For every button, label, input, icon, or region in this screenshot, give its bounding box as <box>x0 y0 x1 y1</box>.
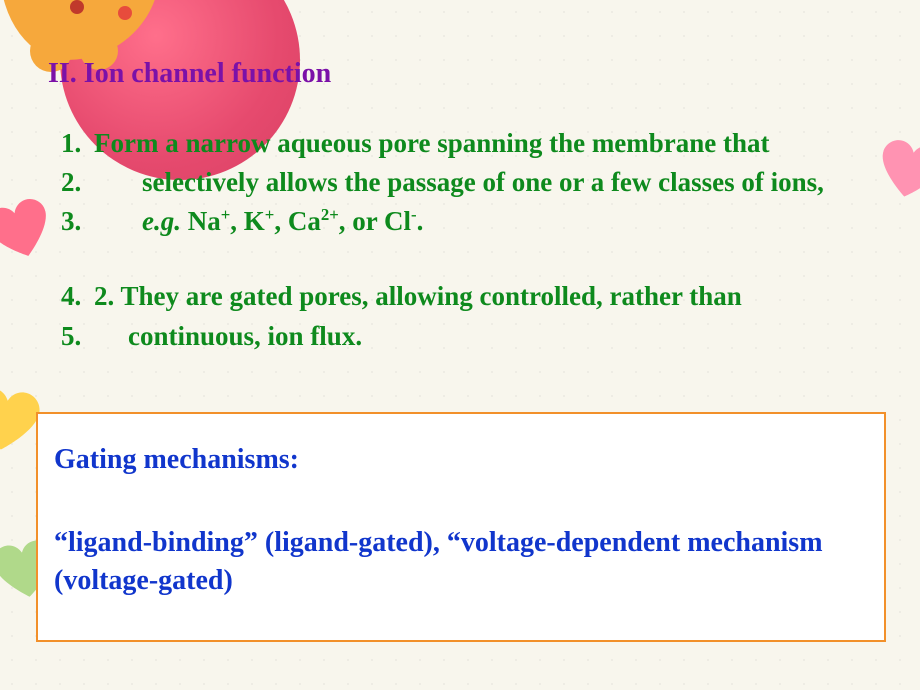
sep: , <box>274 206 288 236</box>
gating-box: Gating mechanisms: “ligand-binding” (lig… <box>36 412 886 642</box>
box-heading: Gating mechanisms: <box>54 444 868 476</box>
list-text: selectively allows the passage of one or… <box>142 167 824 197</box>
box-body: “ligand-binding” (ligand-gated), “voltag… <box>54 524 868 600</box>
ion-ca: Ca <box>288 206 321 236</box>
sep: , or <box>339 206 384 236</box>
list-end: . <box>417 206 424 236</box>
box-line: “ligand-binding” (ligand-gated), “voltag… <box>54 524 868 562</box>
ion-ca-charge: 2+ <box>321 205 339 224</box>
list-item: Form a narrow aqueous pore spanning the … <box>88 124 920 163</box>
section-title: II. Ion channel function <box>48 58 920 90</box>
list-item: continuous, ion flux. <box>88 317 920 356</box>
sep: , <box>230 206 244 236</box>
list-item: 2. They are gated pores, allowing contro… <box>88 277 920 316</box>
list-item: e.g. Na+, K+, Ca2+, or Cl-. <box>88 202 920 241</box>
ion-cl: Cl <box>384 206 411 236</box>
function-list-2: 2. They are gated pores, allowing contro… <box>48 277 920 355</box>
list-item: selectively allows the passage of one or… <box>88 163 920 202</box>
list-text: 2. They are gated pores, allowing contro… <box>94 281 742 311</box>
box-line: (voltage-gated) <box>54 562 868 600</box>
ion-k-charge: + <box>265 205 275 224</box>
ion-k: K <box>244 206 265 236</box>
list-eg: e.g. <box>142 206 181 236</box>
ion-na: Na <box>188 206 221 236</box>
list-text: Form a narrow aqueous pore spanning the … <box>94 128 770 158</box>
ion-na-charge: + <box>221 205 231 224</box>
function-list: Form a narrow aqueous pore spanning the … <box>48 124 920 241</box>
list-text: continuous, ion flux. <box>128 321 362 351</box>
slide: II. Ion channel function Form a narrow a… <box>0 0 920 690</box>
